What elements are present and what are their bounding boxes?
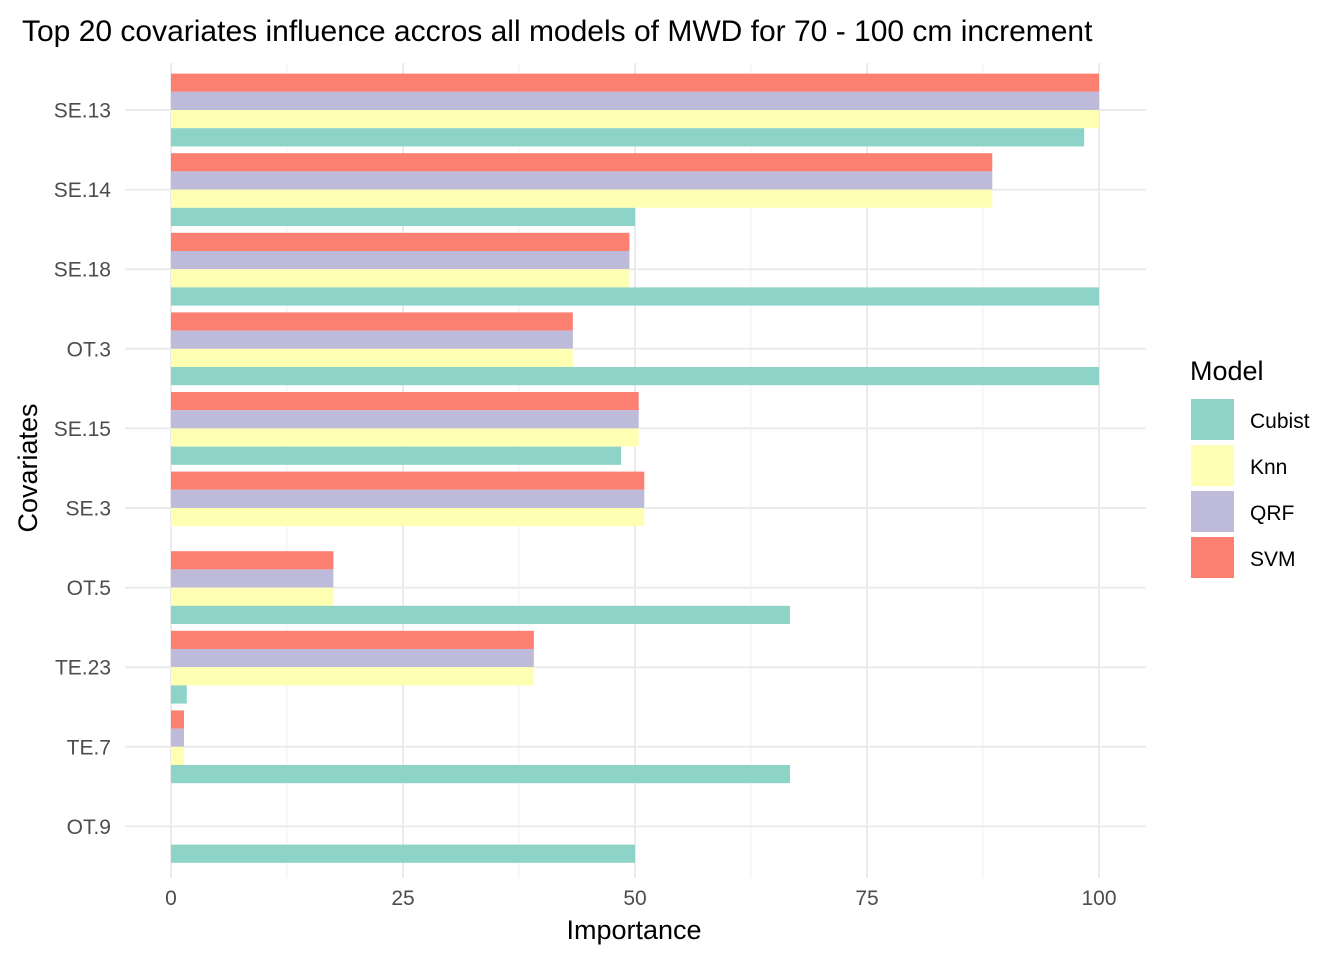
y-tick-labels: SE.13 SE.14 SE.18 OT.3 SE.15 SE.3 OT.5 TE.23 TE.…	[54, 100, 112, 839]
bar-knn-se-14	[171, 189, 993, 208]
bar-svm-se-14	[171, 153, 993, 172]
bar-qrf-se-14	[171, 171, 993, 190]
bars	[171, 73, 1099, 863]
y-tick-label: TE.23	[55, 657, 111, 680]
legend-key-cubist	[1191, 399, 1234, 440]
bar-knn-ot-5	[171, 587, 334, 606]
bar-knn-te-23	[171, 667, 534, 686]
x-tick-label: 75	[855, 887, 878, 910]
y-tick-label: OT.3	[67, 338, 111, 361]
bar-qrf-ot-3	[171, 330, 573, 349]
x-tick-label: 100	[1081, 887, 1116, 910]
bar-knn-se-18	[171, 269, 630, 288]
bar-qrf-se-18	[171, 251, 630, 270]
bar-svm-se-13	[171, 73, 1099, 92]
bar-cubist-ot-5	[171, 605, 790, 624]
y-tick-label: OT.9	[67, 816, 111, 839]
bar-qrf-ot-5	[171, 569, 334, 588]
legend-key-qrf	[1191, 491, 1234, 532]
bar-knn-ot-3	[171, 348, 573, 367]
legend-key-svm	[1191, 537, 1234, 578]
x-tick-label: 25	[391, 887, 414, 910]
bar-cubist-ot-9	[171, 844, 635, 863]
y-tick-label: SE.15	[54, 418, 111, 441]
bar-svm-te-7	[171, 710, 184, 729]
y-tick-label: OT.5	[67, 577, 111, 600]
bar-svm-se-3	[171, 471, 645, 490]
bar-cubist-se-14	[171, 207, 635, 226]
bar-svm-ot-3	[171, 312, 573, 331]
bar-knn-se-13	[171, 110, 1099, 129]
y-tick-label: SE.18	[54, 259, 111, 282]
bar-qrf-se-15	[171, 410, 639, 429]
bar-cubist-ot-3	[171, 367, 1099, 386]
bar-svm-te-23	[171, 630, 534, 649]
bar-knn-te-7	[171, 746, 184, 765]
legend-label-knn: Knn	[1250, 456, 1287, 479]
bar-cubist-te-7	[171, 765, 790, 784]
bar-knn-se-3	[171, 508, 645, 527]
bar-qrf-se-13	[171, 91, 1099, 110]
bar-cubist-se-13	[171, 128, 1085, 147]
y-tick-label: SE.13	[54, 100, 111, 123]
y-tick-label: SE.3	[65, 498, 111, 521]
bar-cubist-te-23	[171, 685, 187, 704]
y-tick-label: TE.7	[67, 736, 111, 759]
chart-title: Top 20 covariates influence accros all m…	[22, 15, 1093, 48]
bar-svm-se-15	[171, 392, 639, 411]
bar-svm-se-18	[171, 232, 630, 251]
x-tick-label: 50	[623, 887, 646, 910]
legend-key-knn	[1191, 445, 1234, 486]
bar-cubist-se-15	[171, 446, 622, 465]
x-tick-label: 0	[165, 887, 177, 910]
bar-qrf-se-3	[171, 489, 645, 508]
legend: Model Cubist Knn QRF SVM	[1190, 356, 1310, 578]
y-axis-title: Covariates	[13, 403, 43, 532]
bar-qrf-te-7	[171, 728, 184, 747]
y-tick-label: SE.14	[54, 179, 112, 202]
legend-label-qrf: QRF	[1250, 502, 1294, 525]
legend-title: Model	[1190, 356, 1264, 386]
legend-label-cubist: Cubist	[1250, 410, 1310, 433]
x-tick-labels: 0 25 50 75 100	[165, 887, 1116, 910]
bar-cubist-se-18	[171, 287, 1099, 306]
bar-knn-se-15	[171, 428, 639, 447]
bar-qrf-te-23	[171, 649, 534, 668]
bar-svm-ot-5	[171, 551, 334, 570]
x-axis-title: Importance	[566, 915, 701, 945]
legend-label-svm: SVM	[1250, 548, 1296, 571]
